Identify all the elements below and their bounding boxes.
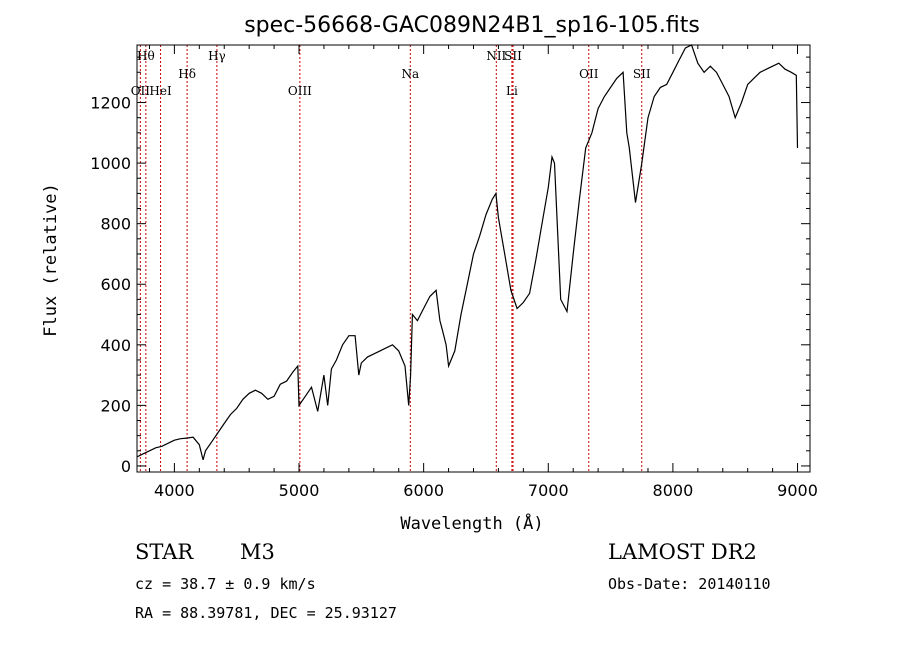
line-marker-label: OIII — [288, 84, 312, 98]
line-marker-label: Hθ — [137, 49, 155, 63]
x-tick-label: 9000 — [777, 481, 818, 500]
line-marker-label: SII — [504, 49, 522, 63]
x-tick-label: 4000 — [154, 481, 195, 500]
spectrum-series — [136, 44, 799, 461]
line-marker-label: NII — [486, 49, 506, 63]
y-tick-label: 1000 — [90, 154, 131, 173]
y-axis-label: Flux (relative) — [41, 183, 61, 337]
plot-frame — [136, 44, 811, 473]
x-tick-label: 5000 — [279, 481, 320, 500]
y-tick-label: 600 — [100, 275, 131, 294]
line-marker-label: Na — [401, 67, 419, 81]
chart-title: spec-56668-GAC089N24B1_sp16-105.fits — [244, 13, 700, 38]
line-marker-label: HeI — [149, 84, 172, 98]
line-marker-label: OII — [131, 84, 151, 98]
x-tick-label: 8000 — [653, 481, 694, 500]
object-subclass: M3 — [240, 540, 275, 564]
y-tick-label: 800 — [100, 215, 131, 234]
line-marker-label: Hγ — [208, 49, 226, 63]
object-class: STAR — [135, 540, 194, 564]
ra-dec: RA = 88.39781, DEC = 25.93127 — [135, 604, 397, 622]
x-axis-label: Wavelength (Å) — [400, 512, 543, 534]
line-marker-label: SII — [633, 67, 651, 81]
spectrum-line — [136, 44, 799, 461]
y-tick-label: 0 — [121, 457, 131, 476]
y-tick-label: 1200 — [90, 94, 131, 113]
x-tick-label: 7000 — [528, 481, 569, 500]
x-tick-label: 6000 — [403, 481, 444, 500]
survey-name: LAMOST DR2 — [608, 540, 757, 564]
line-marker-label: Hδ — [178, 67, 196, 81]
redshift-cz: cz = 38.7 ± 0.9 km/s — [135, 575, 316, 593]
y-tick-label: 400 — [100, 336, 131, 355]
line-marker-label: OII — [579, 67, 599, 81]
line-marker-label: Li — [506, 84, 518, 98]
y-tick-label: 200 — [100, 396, 131, 415]
axis-ticks: 4000 5000 6000 7000 8000 9000 0 200 400 600 800 100… — [90, 45, 818, 500]
obs-date: Obs-Date: 20140110 — [608, 575, 771, 593]
